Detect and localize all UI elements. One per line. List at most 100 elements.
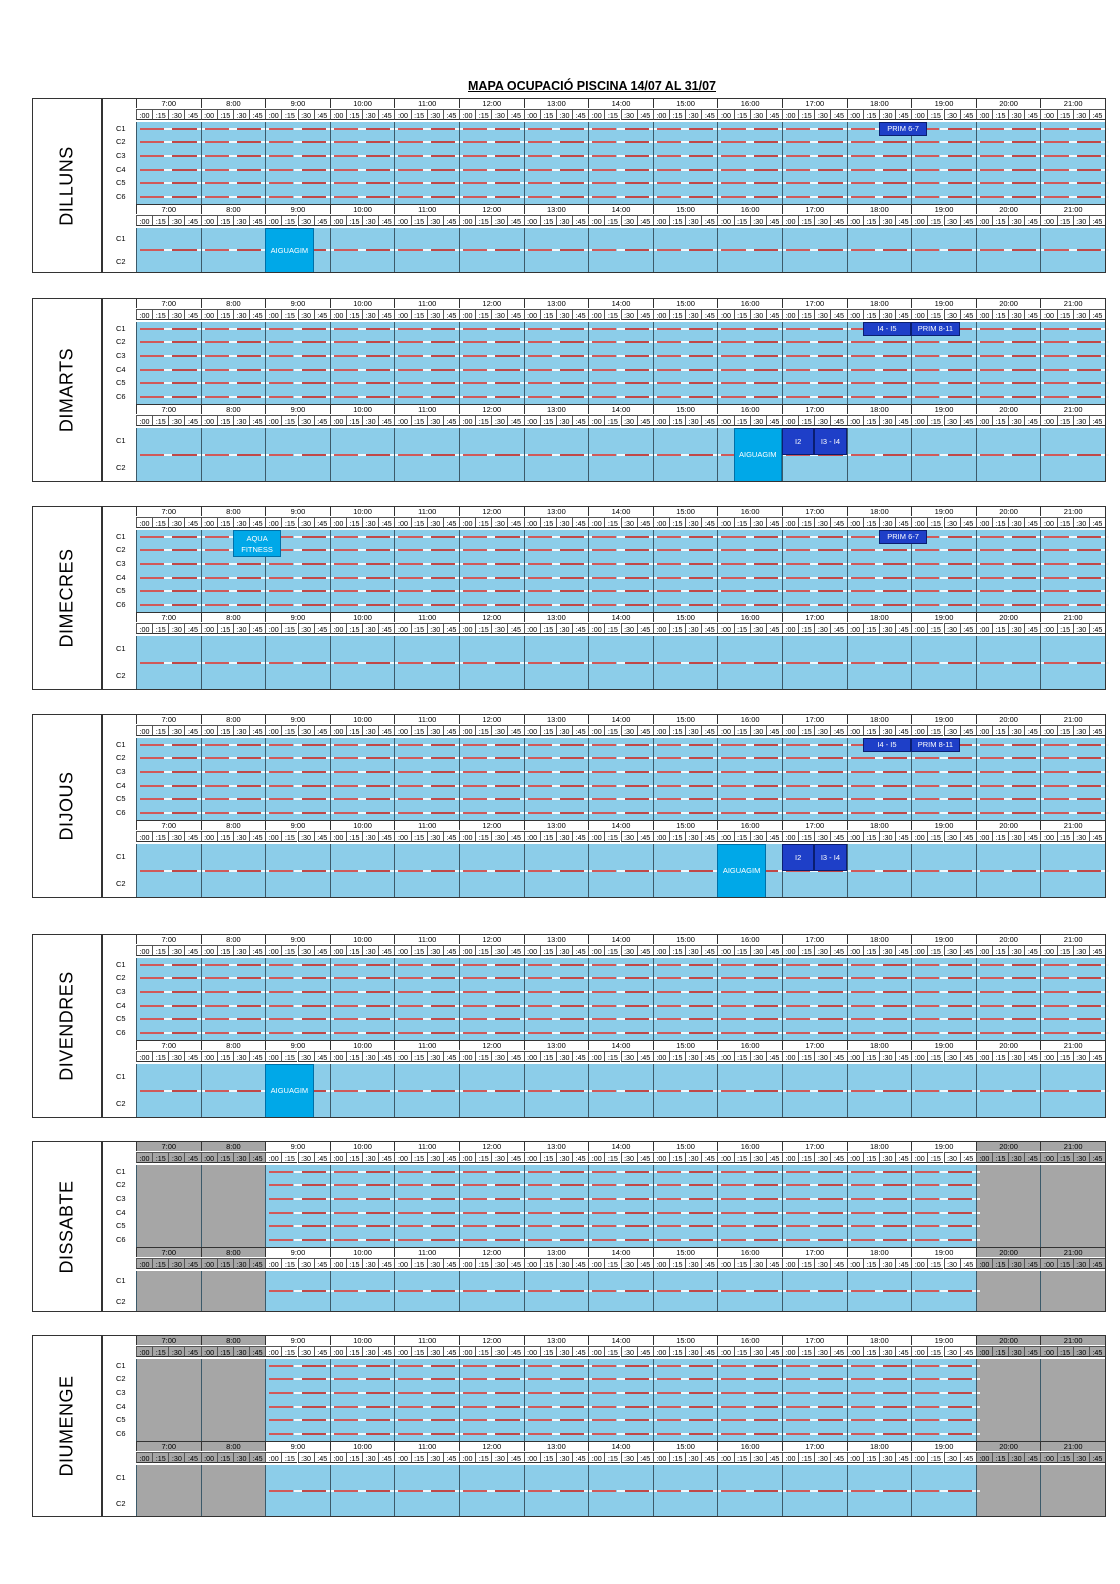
lane-rope-gap: [874, 771, 883, 773]
lane-rope: [430, 168, 455, 171]
activity-block[interactable]: I4 - I5: [862, 322, 912, 336]
lane-rope: [204, 327, 229, 330]
lane-rope: [559, 1364, 585, 1367]
lane-label: C4: [116, 1000, 126, 1010]
lane-rope: [850, 1004, 875, 1007]
hour-label: 20:00: [975, 1039, 1041, 1050]
lane-rope: [689, 249, 714, 252]
lane-rope-gap: [810, 182, 819, 185]
hour-divider: [588, 1359, 590, 1441]
lane-rope: [495, 182, 520, 185]
quarter-label: :00: [975, 830, 992, 842]
lane-rope: [204, 784, 229, 787]
lane-rope: [1076, 327, 1101, 330]
hour-label: 9:00: [265, 611, 330, 622]
lane-rope: [430, 869, 455, 872]
activity-block[interactable]: I4 - I5: [862, 738, 912, 752]
lane-rope-gap: [551, 1392, 560, 1394]
activity-block[interactable]: AIGUAGIM: [733, 427, 782, 482]
quarter-label: :00: [265, 414, 282, 426]
lane-rope-gap: [551, 168, 560, 171]
hour-label: 8:00: [200, 934, 266, 944]
quarter-label: :30: [491, 1257, 508, 1269]
activity-block[interactable]: I3 - I4: [814, 843, 847, 871]
quarter-label: :00: [975, 945, 992, 956]
activity-block[interactable]: I3 - I4: [814, 427, 847, 455]
quarter-label: :45: [184, 945, 201, 956]
lane-rope: [689, 757, 714, 760]
lane-rope: [527, 141, 552, 144]
activity-block[interactable]: PRIM 6-7: [878, 122, 928, 136]
lane-rope-gap: [810, 355, 819, 357]
quarter-label: :15: [927, 830, 944, 842]
activity-block[interactable]: AIGUAGIM: [717, 843, 766, 898]
lane-rope: [430, 757, 455, 760]
lane-rope: [979, 563, 1005, 565]
lane-rope: [559, 355, 585, 357]
lane-rope: [818, 141, 843, 144]
quarter-label: :45: [507, 1346, 524, 1357]
lane-rope: [689, 963, 714, 966]
lane-rope-gap: [228, 963, 237, 966]
lane-rope-gap: [745, 382, 754, 385]
lane-rope: [850, 576, 875, 579]
lane-rope-gap: [745, 1392, 754, 1394]
lane-rope: [527, 784, 552, 787]
quarter-label: :00: [523, 725, 540, 736]
lane-rope-gap: [228, 757, 237, 760]
hour-divider: [1105, 427, 1106, 482]
quarter-label: :45: [442, 945, 459, 956]
lane-rope: [140, 549, 165, 552]
activity-block[interactable]: PRIM 8-11: [911, 322, 960, 336]
lane-rope: [979, 963, 1005, 966]
quarter-label: :15: [668, 1050, 686, 1062]
quarter-label: :15: [475, 725, 492, 736]
quarter-label: :15: [991, 414, 1009, 426]
lane-rope: [656, 1004, 682, 1007]
lane-rope: [236, 563, 262, 565]
lane-rope: [689, 1392, 714, 1394]
quarter-label: :45: [249, 1050, 266, 1062]
lane-rope: [366, 355, 391, 357]
lane-rope: [721, 991, 746, 993]
lane-rope: [1076, 453, 1101, 456]
activity-block[interactable]: I2: [782, 427, 815, 455]
hour-label: 21:00: [1040, 506, 1105, 516]
lane-label: C1: [116, 852, 126, 862]
lane-rope: [656, 1378, 682, 1381]
lane-rope: [624, 1184, 649, 1187]
lane-rope: [689, 1031, 714, 1034]
quarter-label: :15: [604, 1152, 621, 1163]
lane-rope: [236, 1089, 262, 1092]
activity-block[interactable]: PRIM 6-7: [878, 530, 928, 544]
lane-rope-gap: [745, 1378, 754, 1381]
lane-rope: [463, 127, 488, 130]
lane-rope-gap: [1068, 535, 1077, 538]
hour-label: 18:00: [846, 1335, 912, 1345]
hour-label: 13:00: [523, 403, 589, 414]
activity-block[interactable]: AQUA FITNESS: [232, 530, 282, 558]
lane-rope: [333, 141, 359, 144]
activity-block[interactable]: AIGUAGIM: [265, 1063, 314, 1118]
lane-rope: [398, 1419, 423, 1422]
quarter-label: :00: [394, 1451, 411, 1463]
activity-block[interactable]: I2: [782, 843, 815, 871]
lane-rope: [689, 977, 714, 980]
lane-rope: [882, 798, 908, 801]
lane-rope: [366, 1211, 391, 1214]
quarter-label: :15: [281, 309, 298, 320]
lane-rope-gap: [1004, 1031, 1013, 1034]
activity-block[interactable]: PRIM 8-11: [911, 738, 960, 752]
lane-rope: [1044, 249, 1069, 252]
quarter-label: :45: [1088, 414, 1105, 426]
activity-block[interactable]: AIGUAGIM: [265, 227, 314, 273]
lane-rope: [818, 127, 843, 130]
lane-rope-gap: [810, 195, 819, 198]
lane-rope-gap: [810, 535, 819, 538]
lane-rope: [301, 1432, 326, 1435]
quarter-label: :00: [523, 1451, 540, 1463]
lane-rope-gap: [939, 1405, 948, 1408]
quarter-label: :15: [216, 725, 233, 736]
quarter-label: :30: [814, 214, 831, 226]
lane-label: C1: [116, 323, 126, 333]
